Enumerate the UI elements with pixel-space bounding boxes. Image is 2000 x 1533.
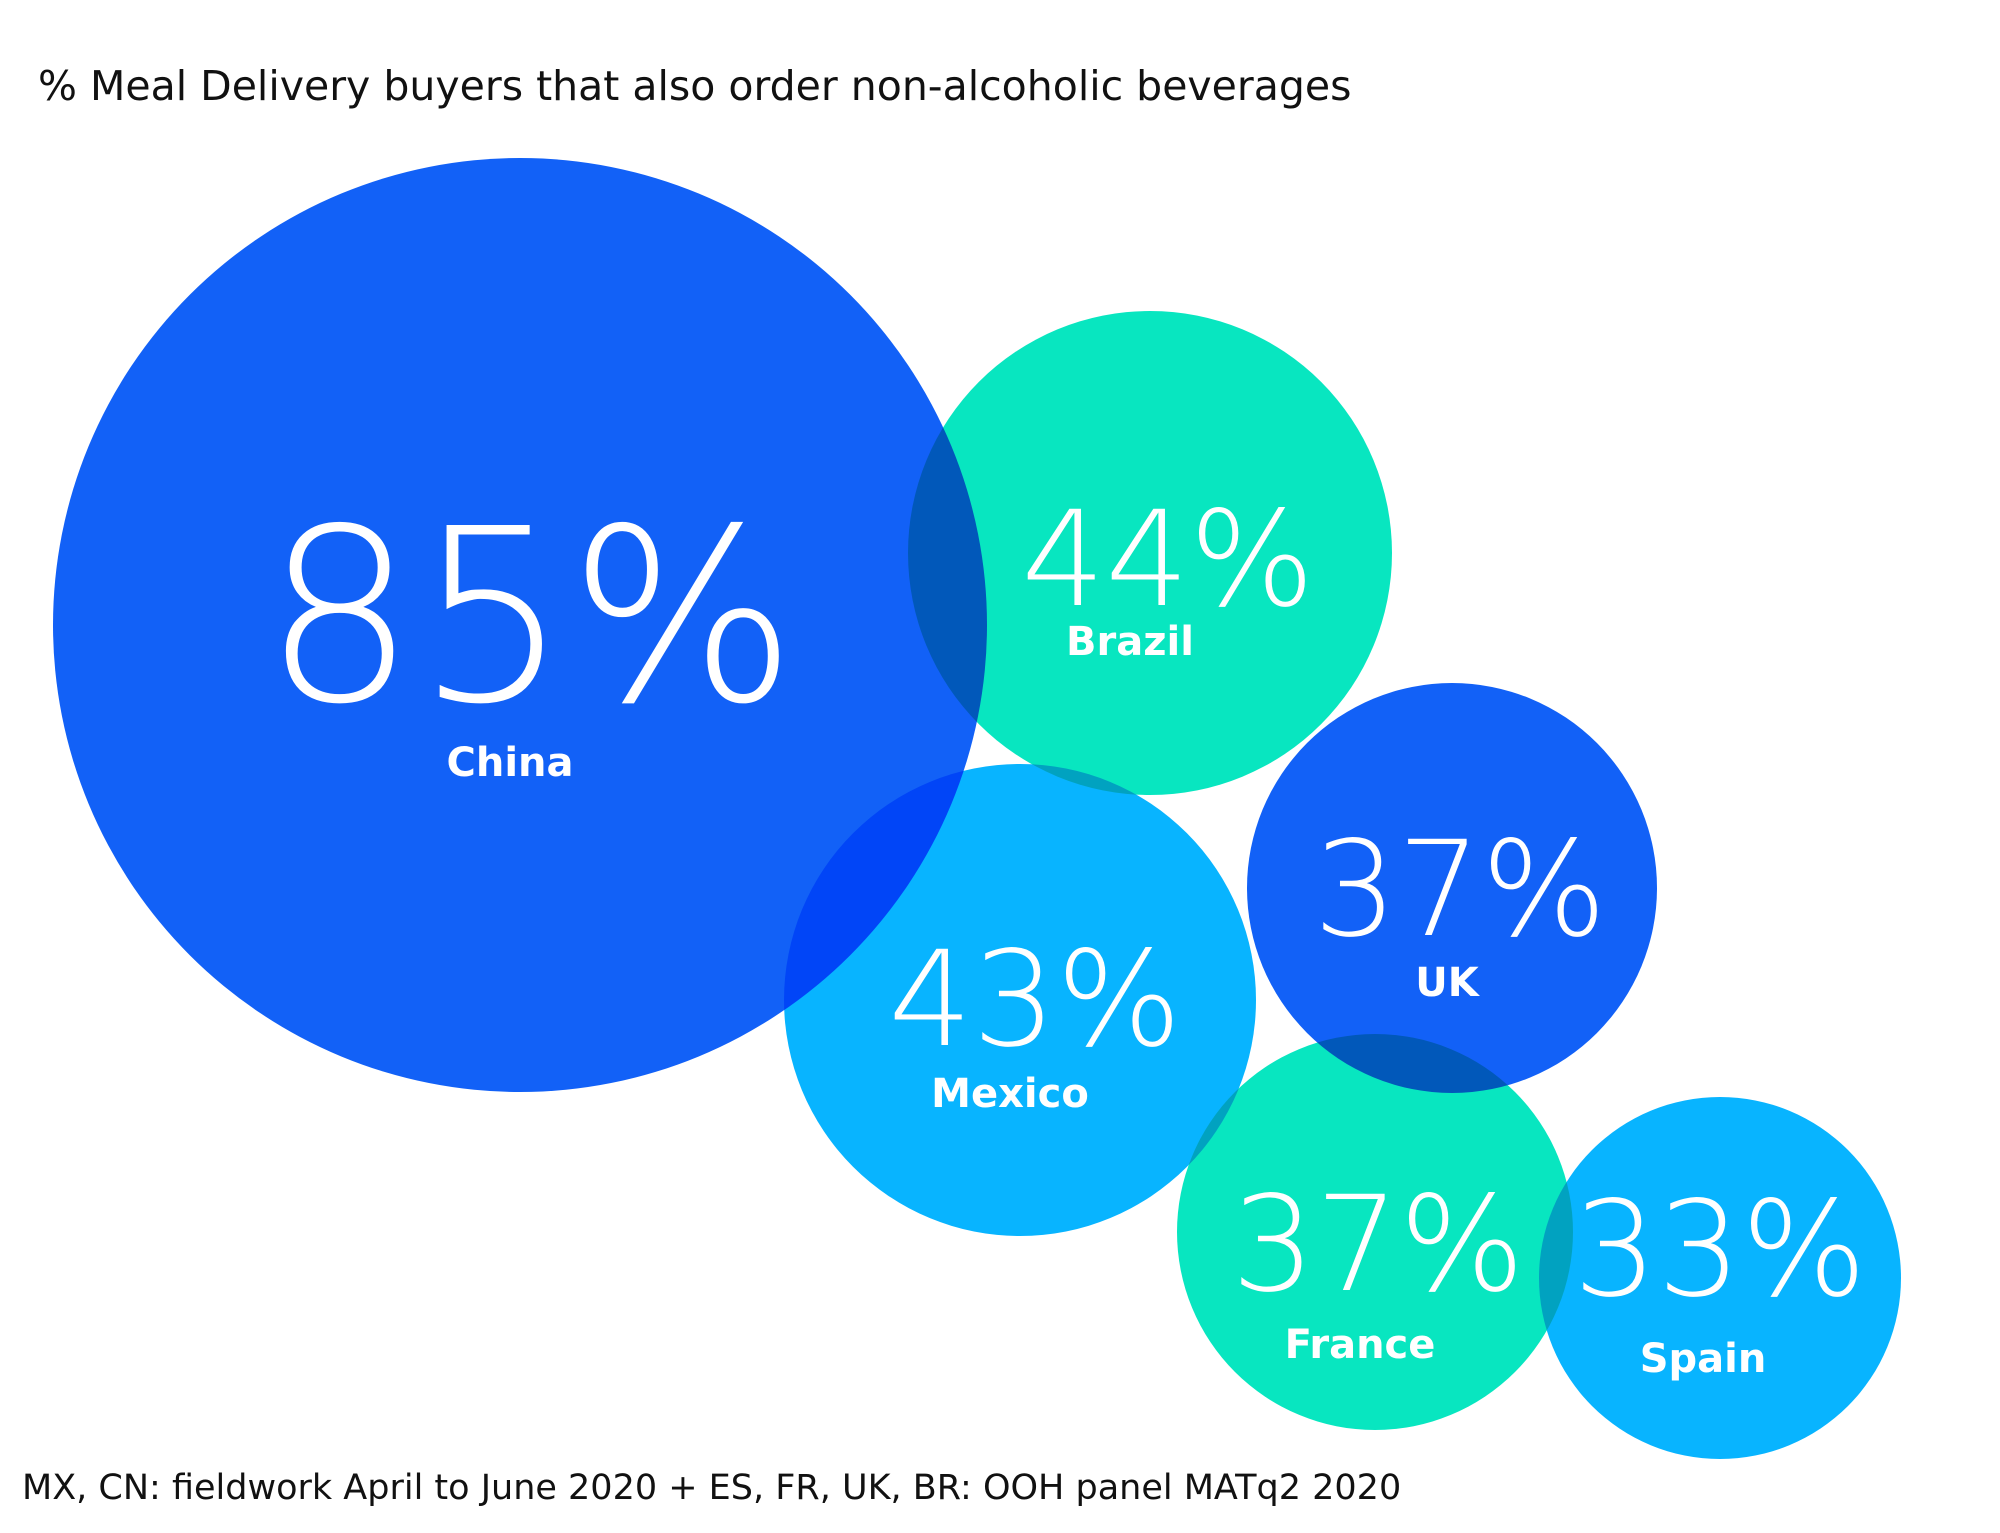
value-label-uk: 37% bbox=[1313, 813, 1606, 967]
bubble-uk bbox=[1247, 683, 1657, 1093]
bubble-france bbox=[1177, 1034, 1573, 1430]
value-label-mexico: 43% bbox=[888, 923, 1181, 1077]
country-label-mexico: Mexico bbox=[931, 1071, 1089, 1117]
chart-title: % Meal Delivery buyers that also order n… bbox=[38, 62, 1352, 110]
bubble-brazil bbox=[908, 311, 1392, 795]
value-label-france: 37% bbox=[1231, 1168, 1524, 1322]
value-label-china: 85% bbox=[263, 477, 796, 757]
value-label-spain: 33% bbox=[1573, 1173, 1866, 1327]
value-label-brazil: 44% bbox=[1021, 483, 1314, 637]
country-label-france: France bbox=[1285, 1322, 1436, 1368]
bubble-layer: 85%China44%Brazil43%Mexico37%UK37%France… bbox=[53, 158, 1901, 1459]
bubble-mexico bbox=[784, 764, 1256, 1236]
country-label-uk: UK bbox=[1415, 960, 1480, 1006]
country-label-brazil: Brazil bbox=[1066, 619, 1194, 665]
bubble-spain bbox=[1539, 1097, 1901, 1459]
bubble-china bbox=[53, 158, 987, 1092]
source-footnote: MX, CN: fieldwork April to June 2020 + E… bbox=[22, 1468, 1402, 1508]
country-label-spain: Spain bbox=[1640, 1336, 1767, 1382]
country-label-china: China bbox=[446, 740, 573, 786]
